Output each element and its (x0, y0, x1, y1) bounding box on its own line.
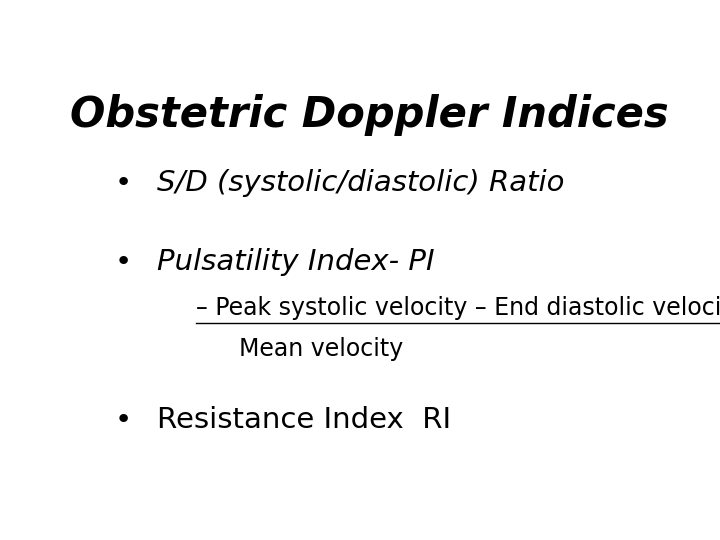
Text: – Peak systolic velocity – End diastolic velocity: – Peak systolic velocity – End diastolic… (196, 295, 720, 320)
Text: Obstetric Doppler Indices: Obstetric Doppler Indices (70, 94, 668, 136)
Text: Mean velocity: Mean velocity (240, 337, 404, 361)
Text: Pulsatility Index- PI: Pulsatility Index- PI (157, 248, 435, 276)
Text: S/D (systolic/diastolic) Ratio: S/D (systolic/diastolic) Ratio (157, 168, 564, 197)
Text: Resistance Index  RI: Resistance Index RI (157, 406, 451, 434)
Text: •: • (115, 406, 132, 434)
Text: •: • (115, 168, 132, 197)
Text: •: • (115, 248, 132, 276)
